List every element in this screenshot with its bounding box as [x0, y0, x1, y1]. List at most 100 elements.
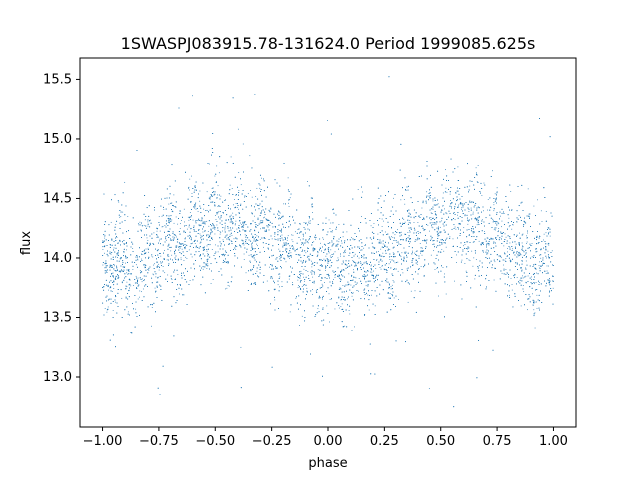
data-point	[533, 273, 535, 275]
data-point	[521, 261, 523, 263]
data-point	[299, 325, 300, 326]
data-point	[345, 251, 346, 253]
data-point	[291, 239, 293, 241]
data-point	[512, 224, 514, 225]
data-point	[173, 194, 175, 196]
data-point	[540, 257, 542, 259]
data-point	[274, 299, 276, 301]
data-point	[285, 247, 287, 249]
data-point	[334, 274, 336, 276]
data-point	[271, 276, 273, 278]
data-point	[211, 188, 213, 189]
data-point	[191, 193, 193, 194]
data-point	[343, 270, 345, 271]
data-point	[292, 215, 294, 217]
data-point	[382, 243, 384, 245]
data-point	[126, 286, 128, 288]
data-point	[381, 265, 383, 267]
data-point	[141, 278, 143, 280]
data-point	[153, 264, 154, 266]
data-point	[153, 232, 155, 234]
data-point	[468, 208, 470, 210]
data-point	[456, 262, 457, 263]
data-point	[189, 212, 191, 213]
data-point	[199, 233, 201, 235]
data-point	[332, 243, 334, 245]
data-point	[235, 249, 237, 250]
data-point	[534, 263, 536, 265]
data-point	[323, 258, 325, 260]
data-point	[174, 236, 176, 238]
data-point	[481, 195, 483, 196]
data-point	[518, 255, 520, 257]
data-point	[510, 191, 512, 192]
data-point	[259, 187, 261, 189]
data-point	[106, 311, 108, 313]
data-point	[116, 237, 118, 238]
data-point	[383, 256, 384, 258]
data-point	[219, 233, 221, 235]
data-point	[434, 214, 436, 216]
data-point	[264, 229, 266, 231]
data-point	[333, 243, 335, 245]
data-point	[468, 211, 470, 212]
data-point	[494, 193, 496, 195]
data-point	[322, 298, 323, 300]
data-point	[473, 257, 475, 259]
data-point	[289, 197, 291, 199]
data-point	[256, 187, 258, 189]
data-point	[389, 259, 391, 260]
data-point	[370, 265, 372, 267]
data-point	[552, 264, 553, 266]
data-point	[186, 258, 188, 259]
data-point	[117, 268, 118, 270]
data-point	[539, 235, 540, 237]
data-point	[366, 261, 367, 262]
data-point	[301, 315, 303, 317]
data-point	[548, 232, 549, 234]
data-point	[120, 216, 122, 217]
data-point	[467, 223, 469, 225]
data-point	[403, 251, 405, 253]
data-point	[547, 250, 549, 252]
data-point	[168, 255, 170, 257]
data-point	[104, 252, 105, 254]
data-point	[513, 251, 515, 253]
data-point	[464, 215, 466, 217]
data-point	[231, 235, 233, 236]
data-point	[399, 253, 400, 255]
data-point	[254, 230, 256, 232]
data-point	[374, 277, 376, 279]
data-point	[155, 276, 157, 278]
data-point	[206, 259, 208, 261]
data-point	[522, 233, 524, 235]
data-point	[536, 272, 537, 274]
data-point	[235, 195, 237, 196]
data-point	[305, 241, 307, 243]
data-point	[115, 223, 117, 225]
data-point	[538, 267, 540, 269]
data-point	[348, 310, 350, 311]
data-point	[157, 276, 159, 278]
data-point	[539, 261, 541, 263]
data-point	[141, 281, 143, 283]
data-point	[194, 207, 196, 209]
data-point	[139, 296, 140, 298]
data-point	[349, 313, 351, 315]
data-point	[312, 289, 313, 291]
data-point	[317, 254, 319, 256]
data-point	[351, 237, 353, 239]
data-point	[241, 243, 243, 245]
data-point	[350, 284, 352, 286]
data-point	[382, 265, 383, 266]
data-point	[522, 277, 524, 279]
data-point	[237, 128, 239, 130]
data-point	[337, 257, 339, 259]
data-point	[549, 291, 550, 293]
data-point	[463, 245, 464, 247]
data-point	[158, 269, 160, 271]
data-point	[214, 215, 216, 216]
data-point	[235, 203, 237, 204]
data-point	[472, 241, 474, 243]
data-point	[437, 229, 439, 231]
